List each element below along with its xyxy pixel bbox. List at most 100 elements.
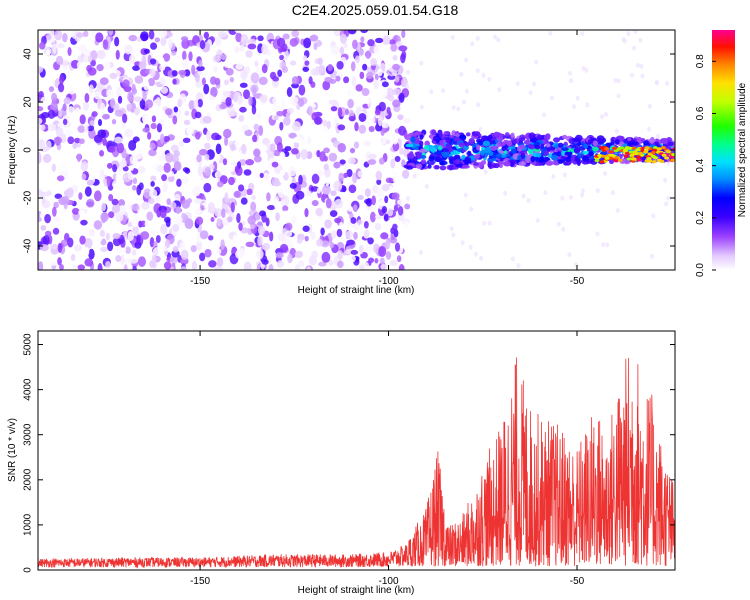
spectral-blob xyxy=(62,118,68,126)
spectral-blob xyxy=(649,253,654,259)
spectral-blob xyxy=(70,253,76,261)
spectral-blob xyxy=(608,159,614,164)
spectral-blob xyxy=(147,77,156,87)
spectral-blob xyxy=(568,70,573,76)
spectral-blob xyxy=(129,154,139,165)
spectral-blob xyxy=(382,35,391,46)
spectral-blob xyxy=(126,103,132,112)
spectral-blob xyxy=(48,86,55,92)
spectral-blob xyxy=(204,248,212,258)
spectral-blob xyxy=(345,108,350,116)
spectral-blob xyxy=(373,45,382,55)
spectral-blob xyxy=(204,153,210,161)
spectral-blob xyxy=(512,138,518,144)
spectral-blob xyxy=(330,230,337,239)
spectral-blob xyxy=(355,84,363,92)
spectral-blob xyxy=(253,155,262,163)
spectral-blob xyxy=(434,165,440,170)
spectral-blob xyxy=(599,146,605,150)
spectral-blob xyxy=(291,148,299,155)
spectral-blob xyxy=(357,170,363,178)
chart-title: C2E4.2025.059.01.54.G18 xyxy=(291,2,459,18)
spectral-blob xyxy=(54,30,63,41)
spectral-blob xyxy=(160,37,167,47)
spectral-blob xyxy=(321,251,331,263)
spectral-blob xyxy=(159,77,167,85)
spectral-blob xyxy=(150,228,160,236)
spectral-blob xyxy=(361,87,370,97)
spectral-blob xyxy=(180,36,189,42)
spectral-blob xyxy=(100,102,106,111)
spectral-blob xyxy=(470,41,475,47)
spectral-blob xyxy=(551,174,556,180)
spectral-blob xyxy=(71,166,79,173)
spectral-blob xyxy=(541,112,546,118)
spectral-blob xyxy=(53,216,61,222)
colorbar-tick-label: 0.2 xyxy=(695,210,706,224)
spectral-blob xyxy=(265,217,270,227)
spectral-blob xyxy=(487,76,492,82)
spectral-blob xyxy=(385,88,395,98)
spectral-blob xyxy=(50,102,58,111)
spectral-blob xyxy=(383,213,389,222)
spectral-blob xyxy=(595,188,600,194)
spectral-blob xyxy=(419,104,424,110)
spectral-blob xyxy=(184,167,191,174)
spectral-blob xyxy=(315,163,321,169)
spectral-blob xyxy=(468,137,475,145)
spectral-blob xyxy=(84,186,92,197)
spectral-blob xyxy=(154,37,161,43)
spectral-blob xyxy=(195,216,204,226)
spectral-blob xyxy=(214,266,224,270)
spectral-blob xyxy=(224,79,229,86)
spectral-blob xyxy=(570,156,575,162)
spectral-blob xyxy=(647,159,653,163)
spectral-blob xyxy=(345,248,351,255)
spectral-blob xyxy=(56,43,65,49)
spectral-blob xyxy=(568,195,573,201)
spectral-blob xyxy=(561,147,569,152)
spectral-blob xyxy=(254,60,259,67)
spectral-blob xyxy=(220,53,227,61)
spectral-blob xyxy=(67,237,74,248)
spectral-blob xyxy=(595,231,600,237)
spectral-blob xyxy=(186,126,195,135)
spectral-blob xyxy=(243,261,252,270)
spectral-blob xyxy=(398,92,405,103)
spectral-blob xyxy=(664,156,670,160)
spectral-blob xyxy=(290,205,299,213)
spectral-blob xyxy=(510,132,515,139)
spectral-blob xyxy=(133,96,143,102)
spectral-blob xyxy=(52,206,57,217)
spectral-blob xyxy=(108,193,114,202)
spectral-blob xyxy=(487,134,493,140)
spectral-blob xyxy=(178,140,185,148)
spectral-blob xyxy=(124,128,134,138)
spectral-blob xyxy=(193,99,199,110)
spectral-blob xyxy=(132,265,137,270)
spectral-blob xyxy=(406,69,411,75)
spectral-blob xyxy=(251,104,257,115)
spectral-blob xyxy=(464,57,469,63)
spectral-blob xyxy=(134,107,140,116)
spectral-blob xyxy=(247,215,256,225)
spectral-blob xyxy=(352,39,358,50)
spectral-blob xyxy=(473,251,478,257)
spectral-blob xyxy=(348,115,356,122)
spectral-blob xyxy=(140,231,150,240)
spectral-blob xyxy=(393,229,399,238)
spectral-blob xyxy=(290,96,299,105)
spectral-blob xyxy=(401,30,406,39)
spectral-blob xyxy=(502,161,511,167)
spectral-blob xyxy=(217,31,227,38)
spectral-blob xyxy=(612,146,618,150)
spectral-blob xyxy=(241,143,247,155)
spectral-blob xyxy=(405,196,410,202)
spectral-blob xyxy=(78,44,87,53)
spectral-blob xyxy=(99,150,105,157)
spectral-blob xyxy=(296,238,303,244)
spectral-blob xyxy=(463,192,468,198)
spectral-blob xyxy=(368,126,375,133)
spectral-blob xyxy=(259,144,268,152)
spectral-blob xyxy=(102,39,109,50)
